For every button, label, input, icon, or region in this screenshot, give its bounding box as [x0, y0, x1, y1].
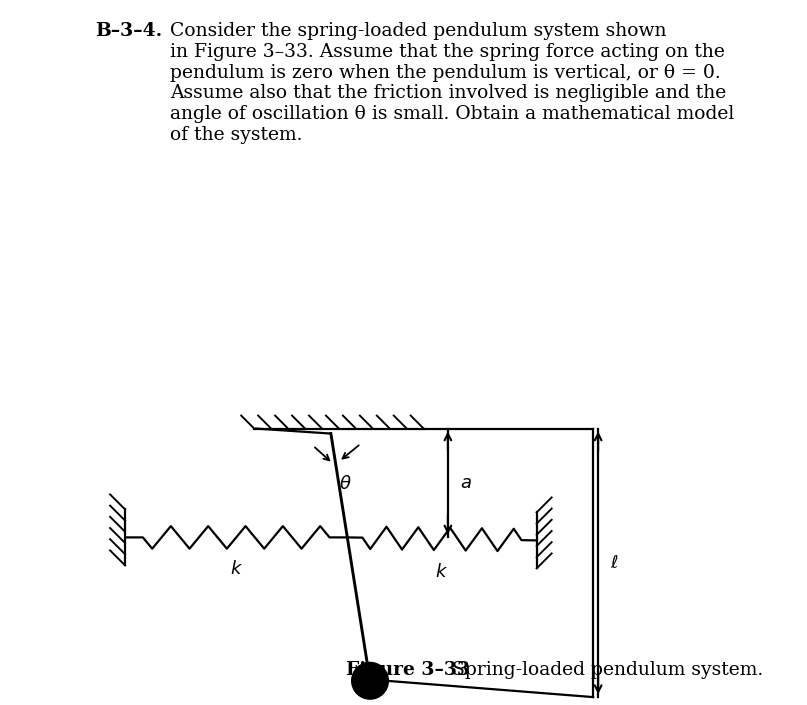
Text: Figure 3–33: Figure 3–33	[345, 661, 470, 679]
Text: $k$: $k$	[436, 563, 449, 582]
Text: B–3–4.: B–3–4.	[95, 22, 162, 40]
Text: Spring-loaded pendulum system.: Spring-loaded pendulum system.	[441, 661, 763, 679]
Text: $a$: $a$	[460, 474, 472, 492]
Circle shape	[352, 663, 388, 699]
Text: $\theta$: $\theta$	[338, 474, 351, 493]
Text: $k$: $k$	[230, 560, 243, 578]
Text: $\ell$: $\ell$	[610, 554, 619, 572]
Text: Consider the spring-loaded pendulum system shown
in Figure 3–33. Assume that the: Consider the spring-loaded pendulum syst…	[170, 22, 734, 144]
